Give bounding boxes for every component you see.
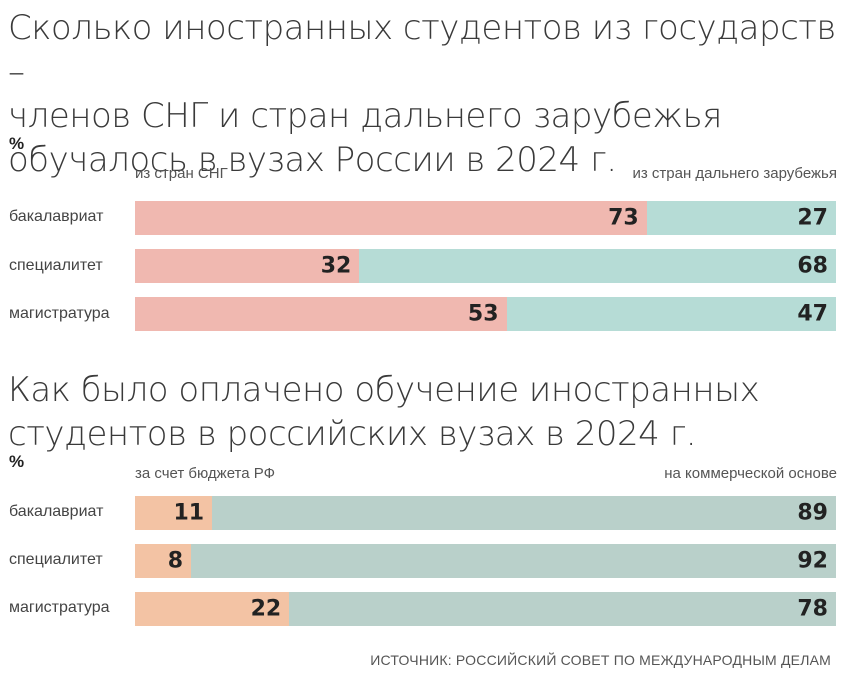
chart-2-bar-row: 22 78 (135, 592, 836, 626)
chart-2-data-label: 92 (797, 548, 828, 574)
chart-2-bar-row: 11 89 (135, 496, 836, 530)
chart-2-data-label: 11 (173, 500, 205, 526)
chart-2-category-label: бакалавриат (9, 503, 104, 520)
chart-1-category-label: специалитет (9, 257, 103, 274)
chart-1-bar-segment-right: 27 (646, 201, 836, 235)
chart-1-bar-segment-right: 68 (359, 249, 836, 283)
chart-1-data-label: 47 (797, 301, 828, 327)
chart-2-data-label: 22 (250, 596, 282, 622)
chart-1-data-label: 27 (797, 205, 828, 231)
chart-2-bar-segment-right: 89 (212, 496, 836, 530)
chart-2-data-label: 89 (797, 500, 828, 526)
chart-2-bar-segment-left: 8 (135, 544, 192, 578)
chart-1-legend-series-2: из стран дальнего зарубежья (632, 165, 838, 182)
source-note: ИСТОЧНИК: РОССИЙСКИЙ СОВЕТ ПО МЕЖДУНАРОД… (370, 652, 831, 668)
chart-1-bar-segment-left: 53 (135, 297, 507, 331)
chart-2-bar-row: 8 92 (135, 544, 836, 578)
chart-1-bar-segment-right: 47 (506, 297, 836, 331)
chart-1-data-label: 32 (320, 253, 352, 279)
chart-1-bar-segment-left: 32 (135, 249, 360, 283)
chart-1-data-label: 68 (797, 253, 828, 279)
chart-1-bar-row: 53 47 (135, 297, 836, 331)
chart-1-legend-series-1: из стран СНГ (135, 165, 228, 182)
chart-1-category-label: магистратура (9, 305, 110, 322)
chart-2-category-label: специалитет (9, 551, 103, 568)
chart-1-bar-row: 73 27 (135, 201, 836, 235)
chart-2-bar-segment-right: 78 (289, 592, 836, 626)
chart-1-data-label: 53 (467, 301, 499, 327)
chart-2-legend-series-1: за счет бюджета РФ (135, 465, 276, 482)
chart-2-bar-segment-left: 22 (135, 592, 290, 626)
chart-2-category-label: магистратура (9, 599, 110, 616)
chart-2-title: Как было оплачено обучение иностранных с… (8, 370, 760, 454)
chart-1-title: Сколько иностранных студентов из государ… (8, 8, 836, 180)
chart-1-unit-label: % (9, 134, 25, 153)
chart-2-legend-series-2: на коммерческой основе (664, 465, 837, 482)
chart-2-data-label: 78 (797, 596, 828, 622)
chart-1-bar-row: 32 68 (135, 249, 836, 283)
chart-1-data-label: 73 (608, 205, 639, 231)
chart-1-bar-segment-left: 73 (135, 201, 647, 235)
chart-2-bar-segment-right: 92 (191, 544, 836, 578)
chart-2-bar-segment-left: 11 (135, 496, 213, 530)
chart-1-category-label: бакалавриат (9, 208, 104, 225)
chart-2-data-label: 8 (167, 548, 184, 574)
chart-2-unit-label: % (9, 452, 25, 471)
